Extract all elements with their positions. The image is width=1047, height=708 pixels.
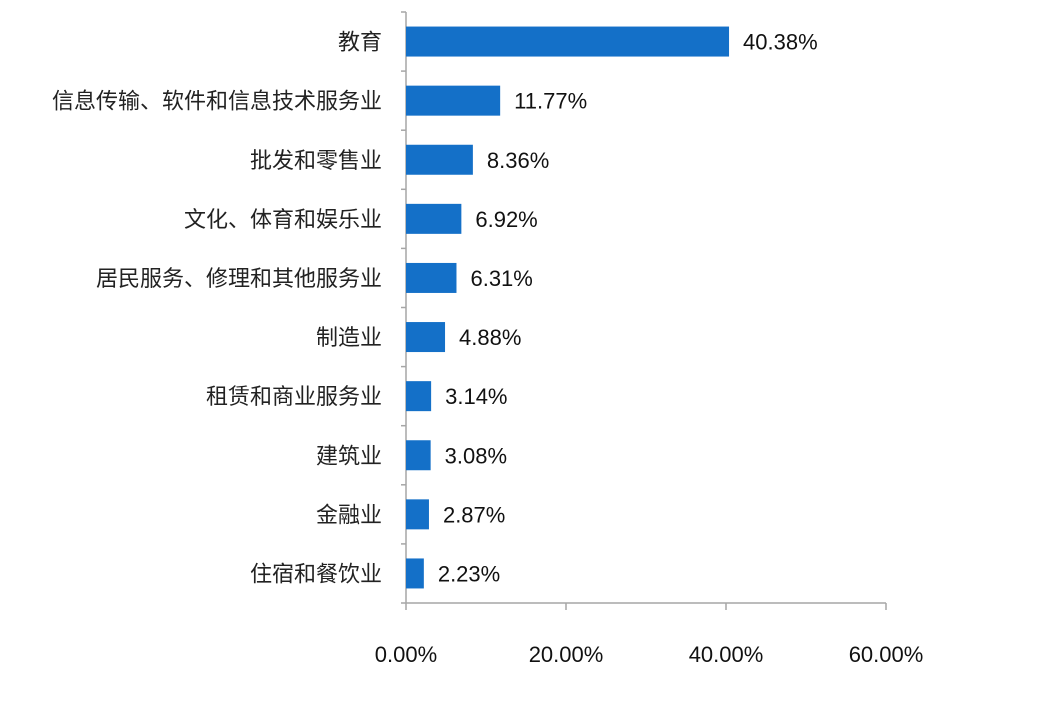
value-label: 6.92% — [475, 207, 537, 232]
category-label: 租赁和商业服务业 — [206, 385, 382, 410]
category-label: 信息传输、软件和信息技术服务业 — [52, 90, 382, 115]
category-label: 金融业 — [316, 503, 382, 528]
bar — [406, 262, 457, 293]
bar — [406, 322, 446, 353]
category-label: 居民服务、修理和其他服务业 — [96, 267, 382, 292]
value-label: 11.77% — [514, 89, 587, 114]
category-label: 建筑业 — [316, 444, 382, 469]
bar — [406, 26, 730, 57]
value-label: 40.38% — [743, 30, 818, 55]
category-label: 批发和零售业 — [250, 149, 382, 174]
bar — [406, 440, 431, 471]
bar — [406, 381, 432, 412]
category-label: 住宿和餐饮业 — [250, 562, 382, 587]
value-label: 3.14% — [445, 384, 507, 409]
bar — [406, 203, 462, 234]
value-label: 8.36% — [487, 148, 549, 173]
value-label: 3.08% — [445, 443, 507, 468]
bar — [406, 85, 501, 116]
value-label: 2.87% — [443, 502, 505, 527]
x-tick-label: 40.00% — [689, 642, 764, 667]
x-tick-label: 0.00% — [375, 642, 437, 667]
bar — [406, 499, 429, 530]
category-label: 教育 — [338, 31, 382, 56]
x-tick-label: 20.00% — [529, 642, 604, 667]
category-label: 制造业 — [316, 326, 382, 351]
category-label: 文化、体育和娱乐业 — [184, 208, 382, 233]
bar — [406, 144, 473, 175]
value-label: 6.31% — [470, 266, 532, 291]
bar — [406, 558, 424, 589]
value-label: 2.23% — [438, 561, 500, 586]
x-tick-label: 60.00% — [849, 642, 924, 667]
value-label: 4.88% — [459, 325, 521, 350]
